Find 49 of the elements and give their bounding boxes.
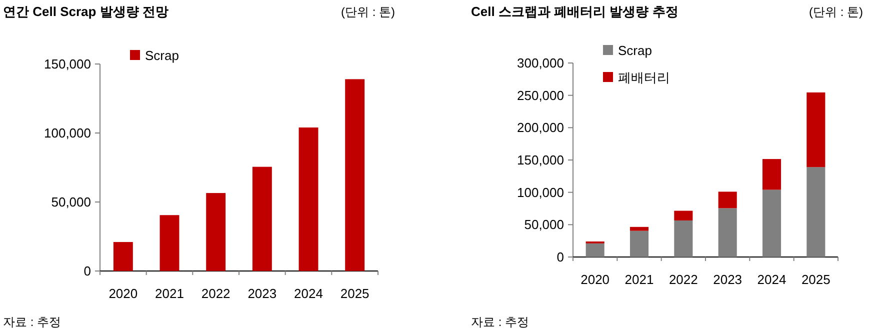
x-tick-label: 2023 <box>248 286 277 301</box>
x-tick-label: 2022 <box>668 272 698 287</box>
x-tick-label: 2025 <box>801 272 830 287</box>
text: 자료 : 추정 <box>3 315 62 329</box>
x-tick-label: 2023 <box>713 272 742 287</box>
y-tick-label: 50,000 <box>51 194 91 210</box>
y-tick-label: 0 <box>556 250 564 264</box>
bar <box>630 226 649 231</box>
bar <box>762 190 782 257</box>
bar <box>206 193 226 271</box>
y-tick-label: 0 <box>84 264 91 278</box>
bar <box>252 166 272 271</box>
bar <box>806 92 826 168</box>
bar <box>345 79 365 271</box>
bar <box>718 208 737 257</box>
x-tick-label: 2021 <box>155 286 184 301</box>
bar <box>806 167 826 257</box>
y-tick-label: 150,000 <box>517 152 564 168</box>
bar <box>630 230 649 257</box>
y-tick-label: 300,000 <box>517 56 564 70</box>
x-tick-label: 2022 <box>201 286 230 301</box>
chart-title: Cell 스크랩과 폐배터리 발생량 추정 <box>471 4 678 19</box>
bar <box>674 210 693 220</box>
bar <box>160 215 180 271</box>
chart-title: 연간 Cell Scrap 발생량 전망 <box>3 4 168 19</box>
legend-label: Scrap <box>618 43 652 58</box>
x-tick-label: 2020 <box>108 286 138 301</box>
x-tick-label: 2020 <box>580 272 610 287</box>
x-tick-label: 2025 <box>340 286 370 301</box>
bar <box>298 127 318 271</box>
legend-label: Scrap <box>145 48 179 63</box>
y-tick-label: 200,000 <box>517 120 564 136</box>
legend-label: 폐배터리 <box>618 70 670 85</box>
y-tick-label: 250,000 <box>517 88 564 103</box>
bar <box>718 192 737 208</box>
y-tick-label: 50,000 <box>524 217 564 232</box>
x-tick-label: 2021 <box>624 272 654 287</box>
text: 자료 : 추정 <box>471 315 530 329</box>
bar <box>113 242 133 271</box>
bar <box>674 220 693 257</box>
x-tick-label: 2024 <box>294 286 323 301</box>
bar <box>762 159 782 190</box>
chart-subtitle: (단위 : 톤) <box>341 5 395 19</box>
x-tick-label: 2024 <box>757 272 786 287</box>
chart-subtitle: (단위 : 톤) <box>809 5 863 19</box>
bar <box>586 243 604 257</box>
y-tick-label: 100,000 <box>517 184 564 200</box>
y-tick-label: 150,000 <box>44 56 91 72</box>
y-tick-label: 100,000 <box>44 126 91 140</box>
